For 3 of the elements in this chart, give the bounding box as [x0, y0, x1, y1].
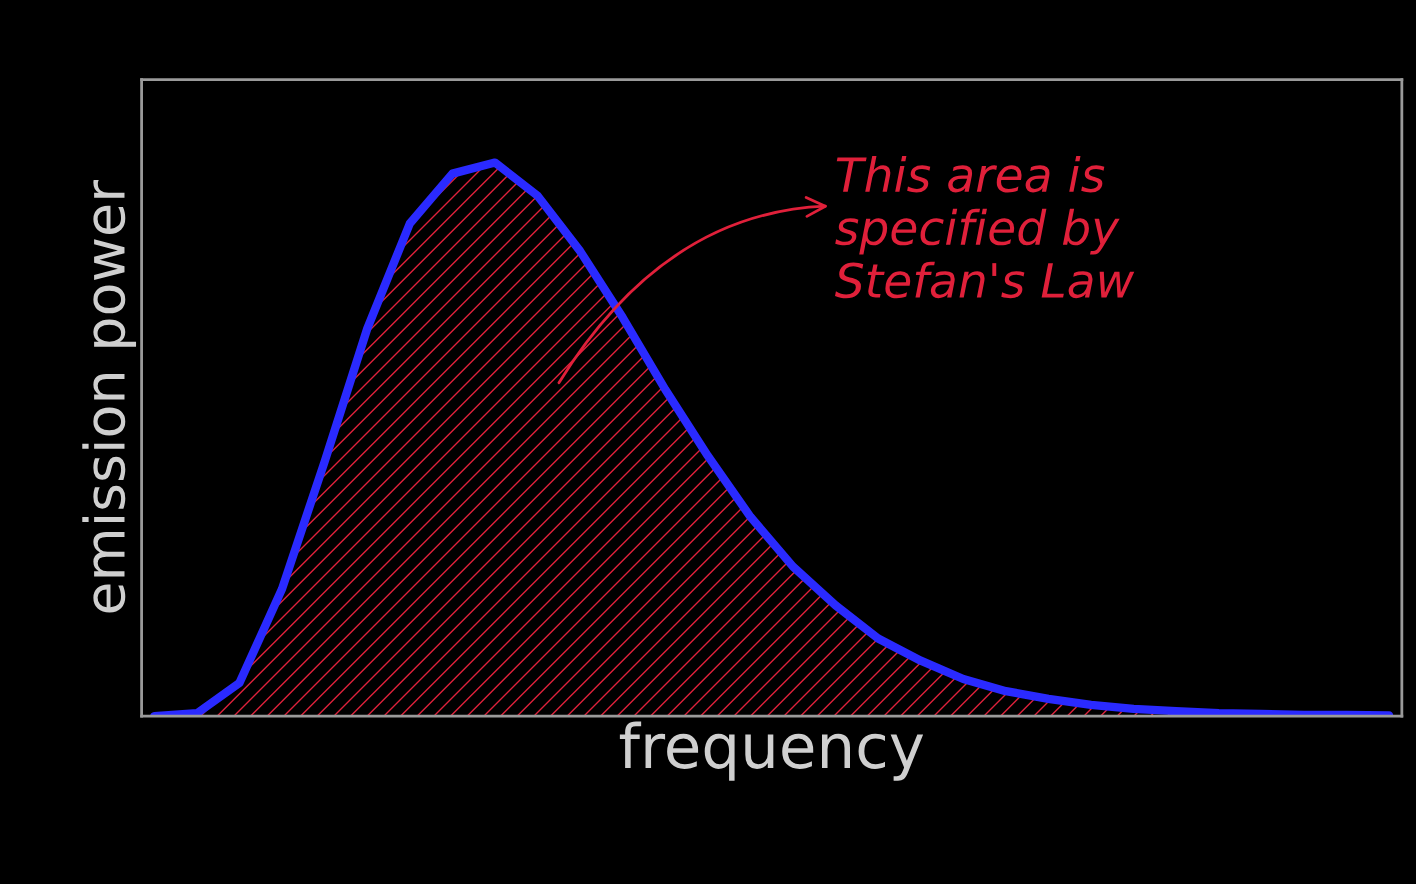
x-axis-title: frequency	[619, 721, 924, 781]
y-axis-title: emission power	[82, 179, 137, 613]
annotation: This area is specified by Stefan's Law	[835, 155, 1135, 299]
